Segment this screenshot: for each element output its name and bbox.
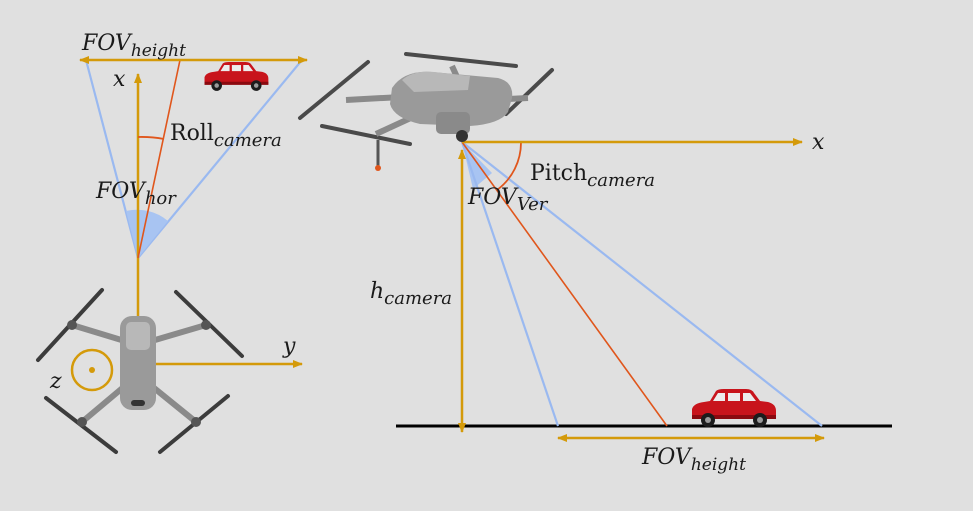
- y-axis-label: y: [282, 334, 296, 359]
- z-axis-out-of-plane-symbol: [70, 348, 114, 392]
- top-view-diagram: [36, 56, 308, 454]
- fov-ray-left: [84, 59, 140, 259]
- fov-ray-far: [461, 141, 823, 427]
- fov-ver-label: FOVVer: [467, 185, 549, 215]
- fov-ray-near: [460, 141, 560, 427]
- fov-height-label-top: FOVheight: [81, 31, 186, 61]
- fov-hor-label: FOVhor: [95, 179, 177, 209]
- pitch-camera-label: Pitchcamera: [530, 161, 655, 191]
- pitch-center-ray: [461, 141, 668, 427]
- red-car-icon: [204, 62, 269, 91]
- z-axis-label: z: [49, 369, 62, 394]
- quadcopter-side-view-icon: [298, 52, 554, 171]
- roll-camera-label: Rollcamera: [170, 121, 282, 151]
- h-camera-label: hcamera: [370, 279, 452, 309]
- side-view-diagram: [298, 52, 892, 442]
- x-axis-label-top: x: [113, 67, 126, 92]
- x-axis-label-right: x: [812, 130, 825, 155]
- red-car-icon: [692, 389, 776, 427]
- fov-ray-right: [137, 59, 303, 259]
- roll-center-ray: [137, 59, 181, 259]
- pitch-angle-arc: [496, 141, 522, 191]
- quadcopter-top-view-icon: [36, 288, 244, 454]
- fov-height-label-bottom: FOVheight: [641, 445, 746, 475]
- roll-angle-arc: [137, 136, 165, 140]
- z-axis-dot: [89, 367, 95, 373]
- fov-hor-angle-wedge: [126, 209, 168, 258]
